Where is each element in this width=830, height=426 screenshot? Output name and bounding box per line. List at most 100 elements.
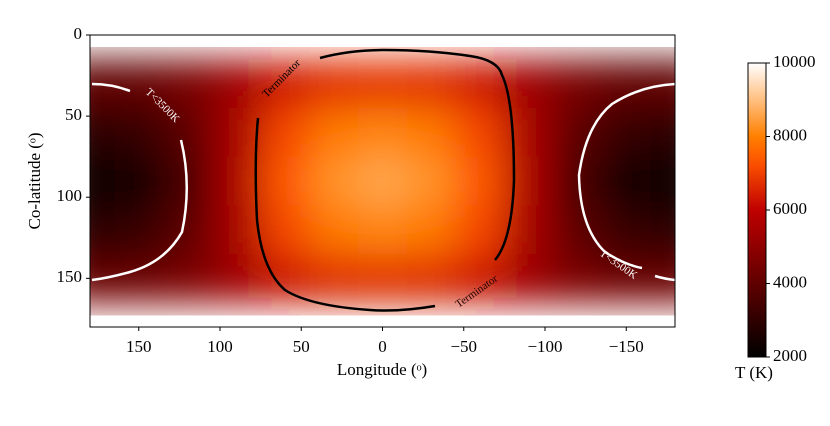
- heat-cell: [553, 254, 603, 304]
- heat-cell: [211, 59, 262, 109]
- heat-cell: [211, 205, 262, 255]
- colorbar-label: T (K): [735, 363, 773, 382]
- heat-cell: [504, 59, 554, 109]
- heat-cell: [601, 297, 652, 304]
- heat-cell: [211, 108, 262, 158]
- heat-cell: [358, 205, 408, 255]
- x-tick-label: −150: [609, 337, 644, 356]
- heat-cell: [114, 108, 164, 158]
- heat-cell: [553, 59, 603, 109]
- heat-cell: [358, 156, 408, 206]
- heat-cell: [90, 297, 115, 304]
- heat-cell: [358, 108, 408, 158]
- heat-cell: [358, 59, 408, 109]
- heat-cell: [650, 205, 675, 255]
- heat-cell: [650, 297, 675, 304]
- heat-cell: [406, 59, 457, 109]
- heat-cell: [650, 59, 675, 109]
- colorbar-scale: [747, 62, 767, 358]
- heat-cell: [114, 156, 164, 206]
- heat-cell: [114, 297, 164, 304]
- y-tick-label: 50: [65, 105, 82, 124]
- heat-cell: [90, 108, 115, 158]
- heat-cell: [504, 297, 554, 304]
- heat-cell: [260, 297, 310, 304]
- heat-cell: [163, 297, 213, 304]
- heat-cell: [358, 254, 408, 304]
- heat-cell: [601, 59, 652, 109]
- heat-cell: [309, 156, 359, 206]
- heat-cell: [309, 297, 359, 304]
- colorbar-tick-label: 6000: [773, 199, 807, 218]
- heat-cell: [455, 156, 505, 206]
- x-tick-label: −100: [527, 337, 562, 356]
- heat-cell: [211, 254, 262, 304]
- heat-cell: [650, 254, 675, 304]
- colorbar: 2000 4000 6000 8000 10000: [747, 52, 816, 365]
- x-tick-label: 50: [293, 337, 310, 356]
- heat-cell: [601, 108, 652, 158]
- y-tick-label: 100: [57, 186, 83, 205]
- colorbar-tick-label: 2000: [773, 346, 807, 365]
- hot-contour: [577, 82, 675, 270]
- heat-cell: [650, 156, 675, 206]
- heatmap: [90, 59, 675, 304]
- y-tick-label: 0: [74, 24, 83, 43]
- heat-cell: [553, 156, 603, 206]
- terminator: [319, 48, 516, 261]
- y-axis-label: Co-latitude (ᵒ): [25, 133, 44, 230]
- heat-cell: [601, 156, 652, 206]
- colorbar-tick-label: 10000: [773, 52, 816, 71]
- heat-cell: [406, 254, 457, 304]
- heat-cell: [358, 297, 408, 304]
- hot-contour: [654, 274, 675, 282]
- y-tick-label: 150: [57, 267, 83, 286]
- heat-cell: [309, 254, 359, 304]
- x-axis-label: Longitude (ᵒ): [337, 360, 427, 379]
- heat-cell: [601, 205, 652, 255]
- heat-cell: [309, 205, 359, 255]
- heat-cell: [504, 205, 554, 255]
- heat-cell: [163, 254, 213, 304]
- heat-cell: [455, 108, 505, 158]
- heat-cell: [650, 108, 675, 158]
- hot-contour: [91, 139, 188, 282]
- heat-cell: [309, 108, 359, 158]
- heat-cell: [309, 59, 359, 109]
- x-tick-label: 100: [207, 337, 233, 356]
- heat-cell: [455, 254, 505, 304]
- x-tick-label: −50: [450, 337, 477, 356]
- heat-cell: [455, 205, 505, 255]
- hot-contour: [91, 82, 131, 93]
- heat-cell: [163, 59, 213, 109]
- heat-cell: [455, 297, 505, 304]
- heat-cell: [260, 59, 310, 109]
- heat-cell: [90, 156, 115, 206]
- colorbar-tick-label: 8000: [773, 125, 807, 144]
- heat-cell: [114, 59, 164, 109]
- x-tick-label: 0: [378, 337, 387, 356]
- heat-cell: [504, 254, 554, 304]
- heat-cell: [406, 108, 457, 158]
- terminator: [254, 117, 436, 312]
- heat-cell: [114, 205, 164, 255]
- heat-cell: [406, 297, 457, 304]
- heat-cell: [260, 205, 310, 255]
- heat-cell: [211, 297, 262, 304]
- heat-cell: [406, 156, 457, 206]
- heat-cell: [553, 205, 603, 255]
- heat-cell: [260, 254, 310, 304]
- colorbar-tick-label: 4000: [773, 272, 807, 291]
- contours: [91, 48, 675, 312]
- heat-cell: [114, 254, 164, 304]
- heat-cell: [163, 108, 213, 158]
- heat-cell: [406, 205, 457, 255]
- heat-cell: [553, 297, 603, 304]
- x-tick-label: 150: [126, 337, 152, 356]
- heat-cell: [260, 156, 310, 206]
- heat-cell: [211, 156, 262, 206]
- heat-cell: [260, 108, 310, 158]
- heat-cell: [553, 108, 603, 158]
- heat-cell: [90, 205, 115, 255]
